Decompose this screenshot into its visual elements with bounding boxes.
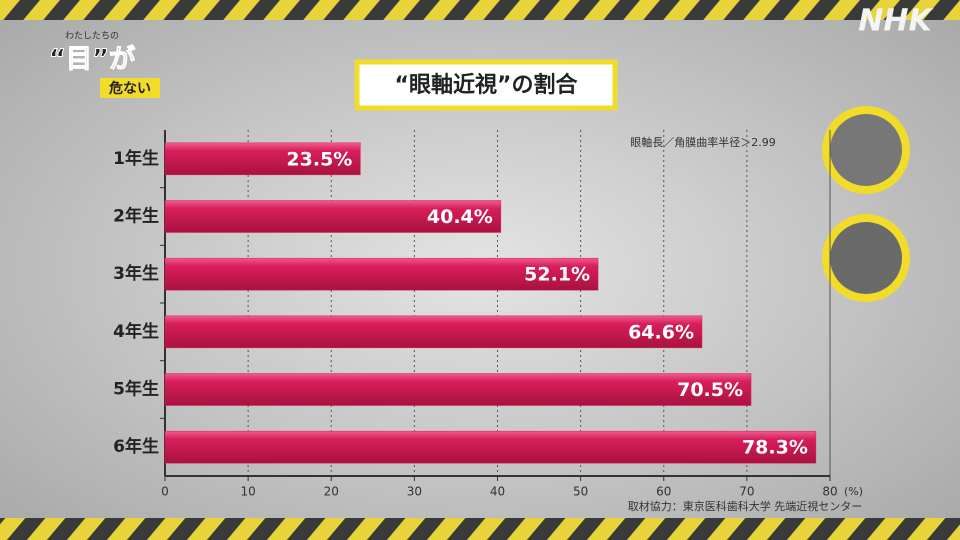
x-tick-label: 30 (407, 485, 422, 499)
x-tick-label: 80 (822, 485, 837, 499)
value-label: 52.1% (524, 264, 590, 286)
corner-text: “目”が (49, 44, 135, 75)
hazard-stripe (0, 518, 960, 540)
value-label: 40.4% (427, 206, 493, 228)
title-box (354, 59, 618, 111)
y-tick-label: 3年生 (113, 263, 159, 284)
y-tick-label: 4年生 (113, 321, 159, 342)
note: 眼軸長／角膜曲率半径＞2.99 (630, 135, 776, 149)
y-tick-label: 1年生 (113, 148, 159, 169)
corner-box (100, 78, 160, 98)
bar (164, 257, 599, 291)
plot: 0 10 20 30 40 50 60 70 80 (%) 1年生 23.5% 2年生 40.4% 3年生 5… (113, 130, 863, 499)
value-label: 64.6% (628, 321, 694, 343)
x-tick-label: 0 (161, 485, 169, 499)
x-unit: (%) (844, 485, 863, 498)
corner-text: わたしたちの (65, 31, 119, 42)
y-tick-label: 5年生 (113, 379, 159, 400)
source: 取材協力：東京医科歯科大学 先端近視センター (628, 499, 863, 513)
x-tick-label: 20 (324, 485, 339, 499)
bar (164, 200, 502, 233)
hazard-stripe (0, 0, 960, 20)
bar (164, 315, 703, 349)
corner-text: 危ない (108, 80, 151, 97)
y-tick-label: 6年生 (113, 436, 159, 457)
guest-photo (830, 222, 902, 294)
bar (164, 430, 817, 464)
x-tick-label: 70 (739, 485, 754, 499)
logo: NHK (858, 4, 934, 39)
bar (164, 142, 361, 176)
value-label: 78.3% (742, 437, 808, 459)
x-tick-label: 10 (240, 485, 255, 499)
corner-logo: わたしたちの “目”が 危ない (48, 31, 160, 98)
chart-title: “眼軸近視”の割合 (395, 72, 579, 98)
guest-photo (830, 114, 902, 186)
value-label: 70.5% (677, 379, 743, 401)
x-tick-label: 60 (656, 485, 671, 499)
y-tick-label: 2年生 (113, 206, 159, 227)
value-label: 23.5% (286, 148, 352, 170)
x-tick-label: 50 (573, 485, 588, 499)
x-tick-label: 40 (490, 485, 505, 499)
bar (164, 373, 752, 406)
